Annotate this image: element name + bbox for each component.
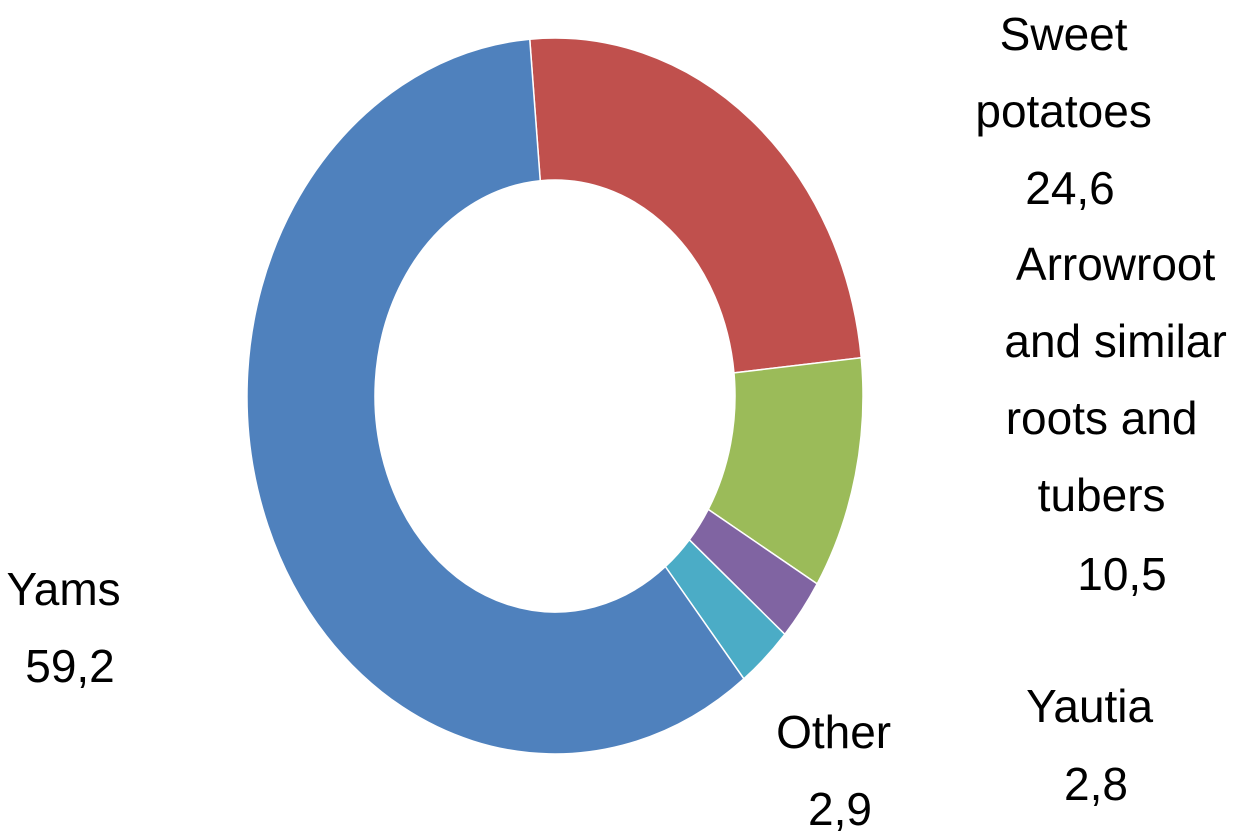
slice-label-line: Other (776, 706, 891, 758)
slice-label-other: Other 2,9 (776, 706, 904, 834)
slice-value-label: 24,6 (1025, 162, 1115, 214)
slice-label-yautia: Yautia 2,8 (1026, 680, 1166, 810)
slice-label-arrowroot: Arrowroot and similar roots and tubers 1… (1004, 238, 1239, 600)
slice-label-line: roots and (1006, 392, 1198, 444)
slice-label-line: Yams (7, 563, 121, 615)
slice-label-sweet-potatoes: Sweet potatoes 24,6 (975, 8, 1164, 214)
slice-sweet-potatoes (528, 37, 863, 374)
slice-label-line: Yautia (1026, 680, 1153, 732)
slice-value-label: 2,8 (1064, 758, 1128, 810)
slice-yams (246, 38, 745, 755)
slice-value-label: 10,5 (1077, 548, 1167, 600)
slice-label-line: Sweet (1000, 8, 1128, 60)
slice-label-yams: Yams 59,2 (7, 563, 134, 692)
donut-slices (246, 37, 864, 755)
slice-label-line: and similar (1004, 315, 1226, 367)
slice-label-line: tubers (1038, 469, 1166, 521)
slice-value-label: 2,9 (808, 783, 872, 834)
slice-label-line: potatoes (975, 85, 1151, 137)
slice-label-line: Arrowroot (1016, 238, 1216, 290)
slice-value-label: 59,2 (25, 640, 115, 692)
